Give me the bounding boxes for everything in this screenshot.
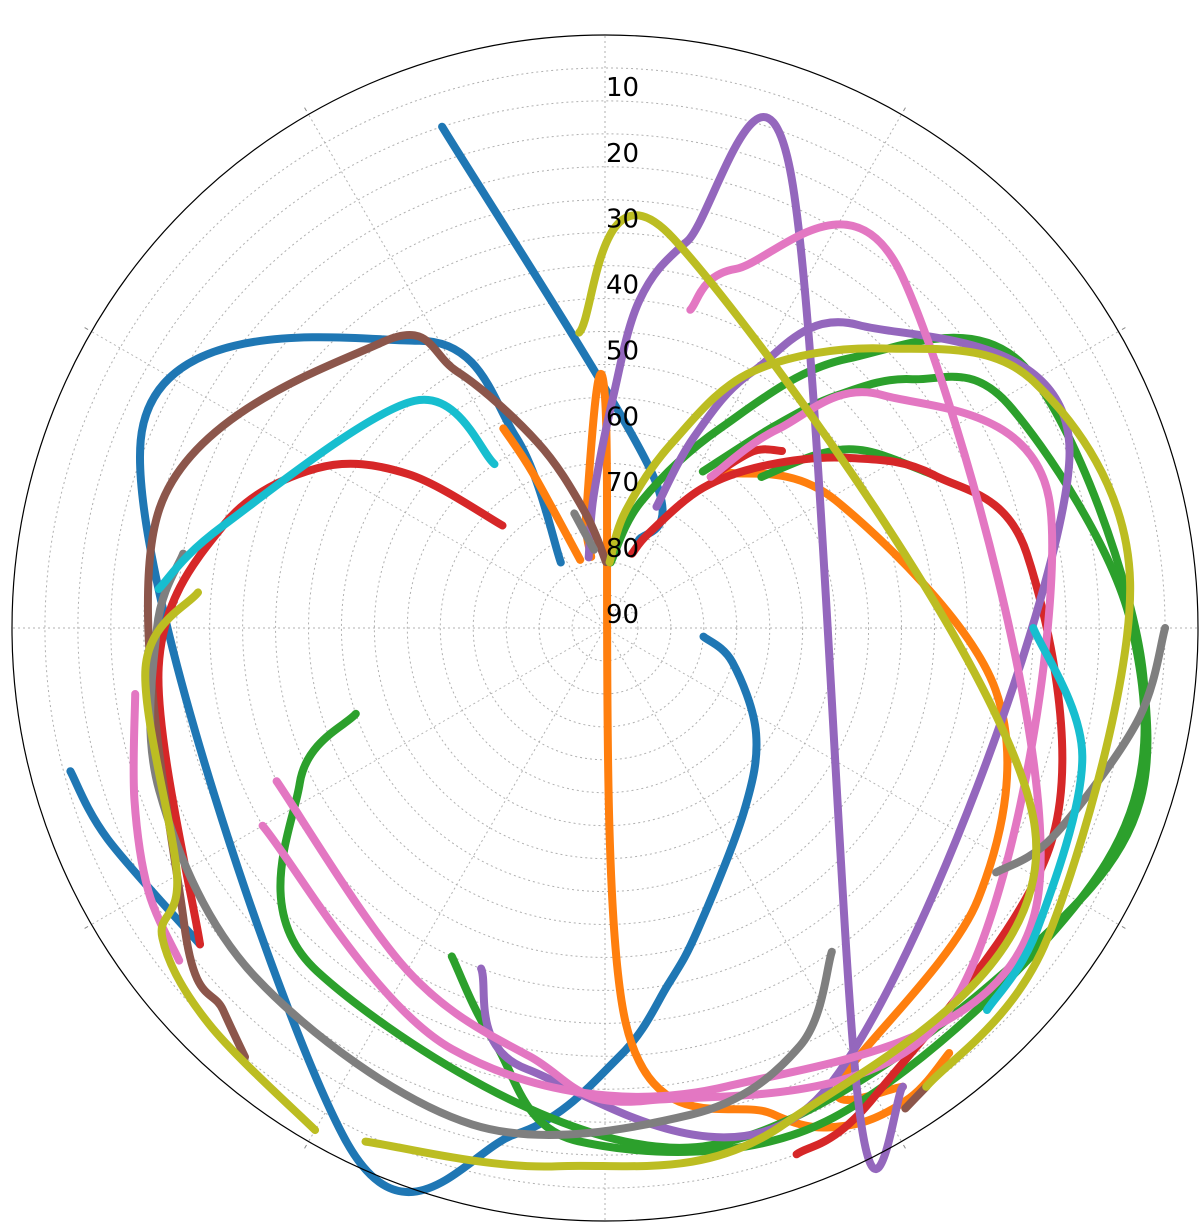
track-4 [499,424,585,564]
angle-tick [1121,926,1126,929]
angle-tick [903,1144,906,1149]
track-12 [584,113,907,1174]
track-7 [447,372,1149,1156]
grid-spoke [604,331,1119,629]
r-tick-label: 40 [606,271,639,301]
grid-spoke [604,627,902,1142]
polar-frame [11,34,1199,1222]
grid-circle [242,265,968,991]
grid-spoke [91,331,606,629]
track-20 [146,549,836,1139]
angle-tick [304,107,307,112]
track-24 [361,211,1041,1171]
radial-tick-labels: 10 20 30 40 50 60 70 80 90 [606,73,639,630]
grid-spoke [91,627,606,925]
track-22 [605,344,1135,1091]
grid-circle [340,363,870,893]
r-tick-label: 80 [606,534,639,564]
track-23 [141,588,320,1135]
grid-spoke [604,627,1119,925]
track-6 [276,333,1152,1152]
angle-tick [84,327,89,330]
angle-tick [84,926,89,929]
angle-tick [903,107,906,112]
grid-spoke [308,627,606,1142]
grid-circle [505,528,705,728]
r-tick-label: 30 [606,205,639,235]
track-14 [143,331,611,1061]
r-tick-label: 90 [606,600,639,630]
angle-tick [1121,327,1126,330]
angle-tick [304,1144,307,1149]
r-tick-label: 10 [606,73,639,103]
track-1 [136,333,761,1197]
r-tick-label: 60 [606,402,639,432]
satellite-tracks [66,113,1170,1197]
r-tick-label: 70 [606,468,639,498]
grid-circle [110,133,1100,1123]
track-19 [570,509,598,554]
track-25 [154,395,499,593]
grid-circle [275,298,935,958]
r-tick-label: 50 [606,336,639,366]
track-26 [983,624,1087,1014]
track-13 [477,318,1074,1142]
track-17 [258,220,1045,1101]
r-tick-label: 20 [606,139,639,169]
